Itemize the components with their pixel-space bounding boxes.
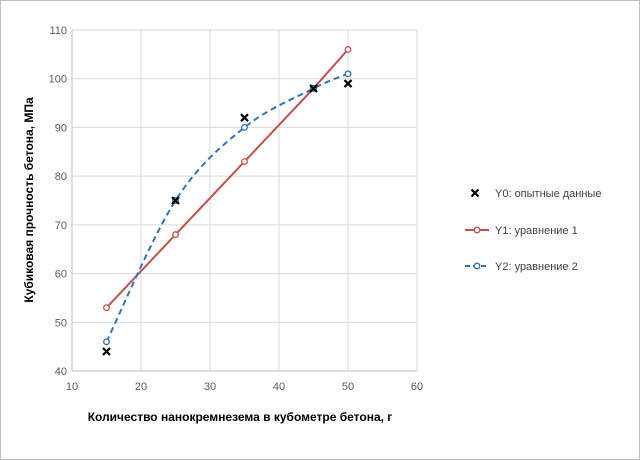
data-point [240,113,249,122]
legend-label: Y1: уравнение 1 [495,225,578,237]
legend-label: Y2: уравнение 2 [495,261,578,273]
y-tick-label: 70 [55,220,67,232]
x-tick-label: 30 [204,381,216,393]
series-layer [102,46,353,356]
y-tick-label: 60 [55,269,67,281]
data-point [344,70,352,78]
legend-label: Y0: опытные данные [495,188,601,200]
legend-item: Y2: уравнение 2 [465,261,578,273]
legend: Y0: опытные данные Y1: уравнение 1 Y2: ура… [465,188,601,273]
data-point [344,46,352,53]
legend-marker [470,188,480,198]
y-axis-title: Кубиковая прочность бетона, МПа [22,97,36,303]
legend-item: Y0: опытные данные [470,188,601,200]
y-tick-label: 80 [55,171,67,183]
data-point [103,338,110,346]
x-tick-label: 20 [135,381,147,393]
data-point [343,79,353,88]
axes: 40 50 60 70 80 90 100 110 10 20 30 40 50 60 [49,25,423,393]
y-tick-label: 100 [49,74,67,86]
x-tick-label: 50 [342,381,354,393]
y-tick-label: 110 [49,25,67,37]
data-point [171,196,180,205]
y-tick-label: 40 [55,366,67,378]
data-point [102,347,111,356]
legend-marker [473,262,481,270]
x-tick-label: 40 [273,381,285,393]
x-tick-label: 60 [411,381,423,393]
legend-item: Y1: уравнение 1 [465,225,578,237]
legend-marker [473,226,481,234]
x-tick-label: 10 [66,381,78,393]
series-line [105,72,349,343]
grid-lines [71,29,418,372]
series-0 [102,79,353,356]
data-point [103,304,110,312]
x-axis-title: Количество нанокремнезема в кубометре бе… [88,410,393,424]
y-tick-label: 50 [55,317,67,329]
y-tick-label: 90 [55,122,67,134]
data-point [309,84,318,93]
data-point [241,123,248,131]
data-point [241,158,248,165]
data-point [172,231,179,239]
